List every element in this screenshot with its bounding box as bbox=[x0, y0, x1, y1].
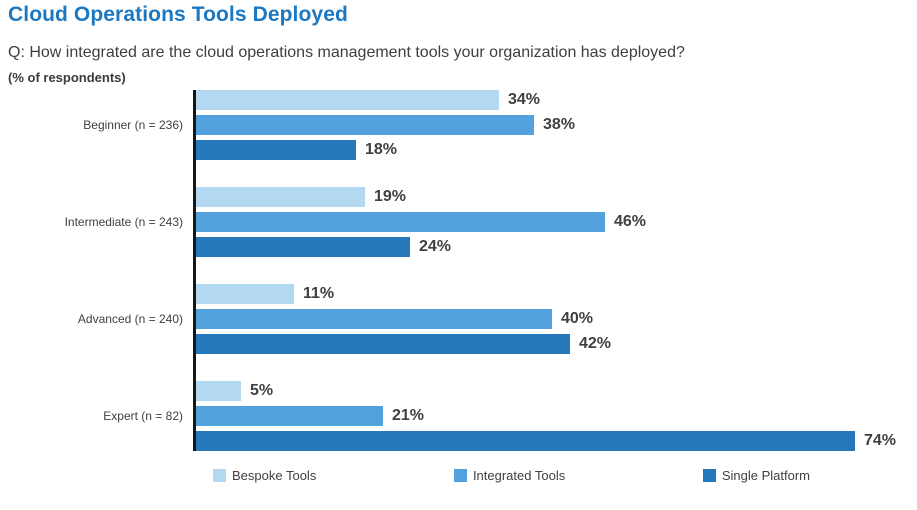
bar-value-label: 74% bbox=[864, 432, 897, 449]
bar-value-label: 46% bbox=[614, 213, 647, 230]
bar-single-platform bbox=[196, 431, 855, 451]
bar-value-label: 11% bbox=[303, 285, 335, 302]
bar-row: 21% bbox=[196, 406, 896, 426]
bar-row: 18% bbox=[196, 140, 575, 160]
bar-integrated-tools bbox=[196, 115, 534, 135]
legend-item-bespoke-tools: Bespoke Tools bbox=[213, 468, 316, 483]
bar-value-label: 19% bbox=[374, 188, 407, 205]
horizontal-bar-chart: Beginner (n = 236) 34% 38% 18% Intermediate … bbox=[0, 90, 917, 451]
legend-item-single-platform: Single Platform bbox=[702, 468, 810, 483]
category-label: Expert (n = 82) bbox=[103, 409, 183, 423]
bar-groups-container: Beginner (n = 236) 34% 38% 18% Intermediate … bbox=[0, 90, 917, 451]
bar-value-label: 21% bbox=[392, 407, 425, 424]
legend-label: Bespoke Tools bbox=[232, 468, 317, 483]
legend-item-integrated-tools: Integrated Tools bbox=[453, 468, 566, 483]
y-axis-line bbox=[193, 90, 196, 451]
category-group-beginner: Beginner (n = 236) 34% 38% 18% bbox=[0, 90, 917, 160]
bar-integrated-tools bbox=[196, 309, 552, 329]
category-group-advanced: Advanced (n = 240) 11% 40% 42% bbox=[0, 284, 917, 354]
bar-row: 5% bbox=[196, 381, 896, 401]
bar-bespoke-tools bbox=[196, 381, 241, 401]
bar-value-label: 34% bbox=[508, 91, 541, 108]
bar-row: 46% bbox=[196, 212, 646, 232]
bar-group: 19% 46% 24% bbox=[193, 187, 646, 257]
bar-single-platform bbox=[196, 334, 570, 354]
bar-bespoke-tools bbox=[196, 90, 499, 110]
category-label: Beginner (n = 236) bbox=[83, 118, 183, 132]
bar-value-label: 24% bbox=[419, 238, 452, 255]
bar-value-label: 42% bbox=[579, 335, 612, 352]
legend-swatch-icon bbox=[213, 469, 226, 482]
chart-title: Cloud Operations Tools Deployed bbox=[8, 3, 348, 26]
bar-row: 42% bbox=[196, 334, 611, 354]
bar-integrated-tools bbox=[196, 212, 605, 232]
survey-question: Q: How integrated are the cloud operatio… bbox=[8, 44, 685, 61]
bar-value-label: 40% bbox=[561, 310, 594, 327]
bar-row: 34% bbox=[196, 90, 575, 110]
bar-group: 34% 38% 18% bbox=[193, 90, 575, 160]
bar-row: 40% bbox=[196, 309, 611, 329]
bar-integrated-tools bbox=[196, 406, 383, 426]
bar-single-platform bbox=[196, 140, 356, 160]
bar-row: 11% bbox=[196, 284, 611, 304]
bar-row: 74% bbox=[196, 431, 896, 451]
bar-bespoke-tools bbox=[196, 284, 294, 304]
bar-row: 19% bbox=[196, 187, 646, 207]
chart-legend: Bespoke Tools Integrated Tools Single Plat… bbox=[213, 468, 810, 483]
unit-note: (% of respondents) bbox=[8, 70, 126, 85]
legend-swatch-icon bbox=[453, 469, 467, 482]
bar-value-label: 5% bbox=[250, 382, 274, 399]
bar-group: 5% 21% 74% bbox=[193, 381, 896, 451]
bar-value-label: 18% bbox=[365, 141, 398, 158]
bar-bespoke-tools bbox=[196, 187, 365, 207]
bar-row: 38% bbox=[196, 115, 575, 135]
legend-label: Single Platform bbox=[721, 468, 810, 483]
category-label: Intermediate (n = 243) bbox=[64, 215, 183, 229]
category-label: Advanced (n = 240) bbox=[77, 312, 183, 326]
category-group-expert: Expert (n = 82) 5% 21% 74% bbox=[0, 381, 917, 451]
legend-swatch-icon bbox=[702, 469, 716, 482]
bar-single-platform bbox=[196, 237, 410, 257]
bar-value-label: 38% bbox=[543, 116, 576, 133]
category-group-intermediate: Intermediate (n = 243) 19% 46% 24% bbox=[0, 187, 917, 257]
legend-label: Integrated Tools bbox=[472, 468, 566, 483]
bar-group: 11% 40% 42% bbox=[193, 284, 611, 354]
bar-row: 24% bbox=[196, 237, 646, 257]
